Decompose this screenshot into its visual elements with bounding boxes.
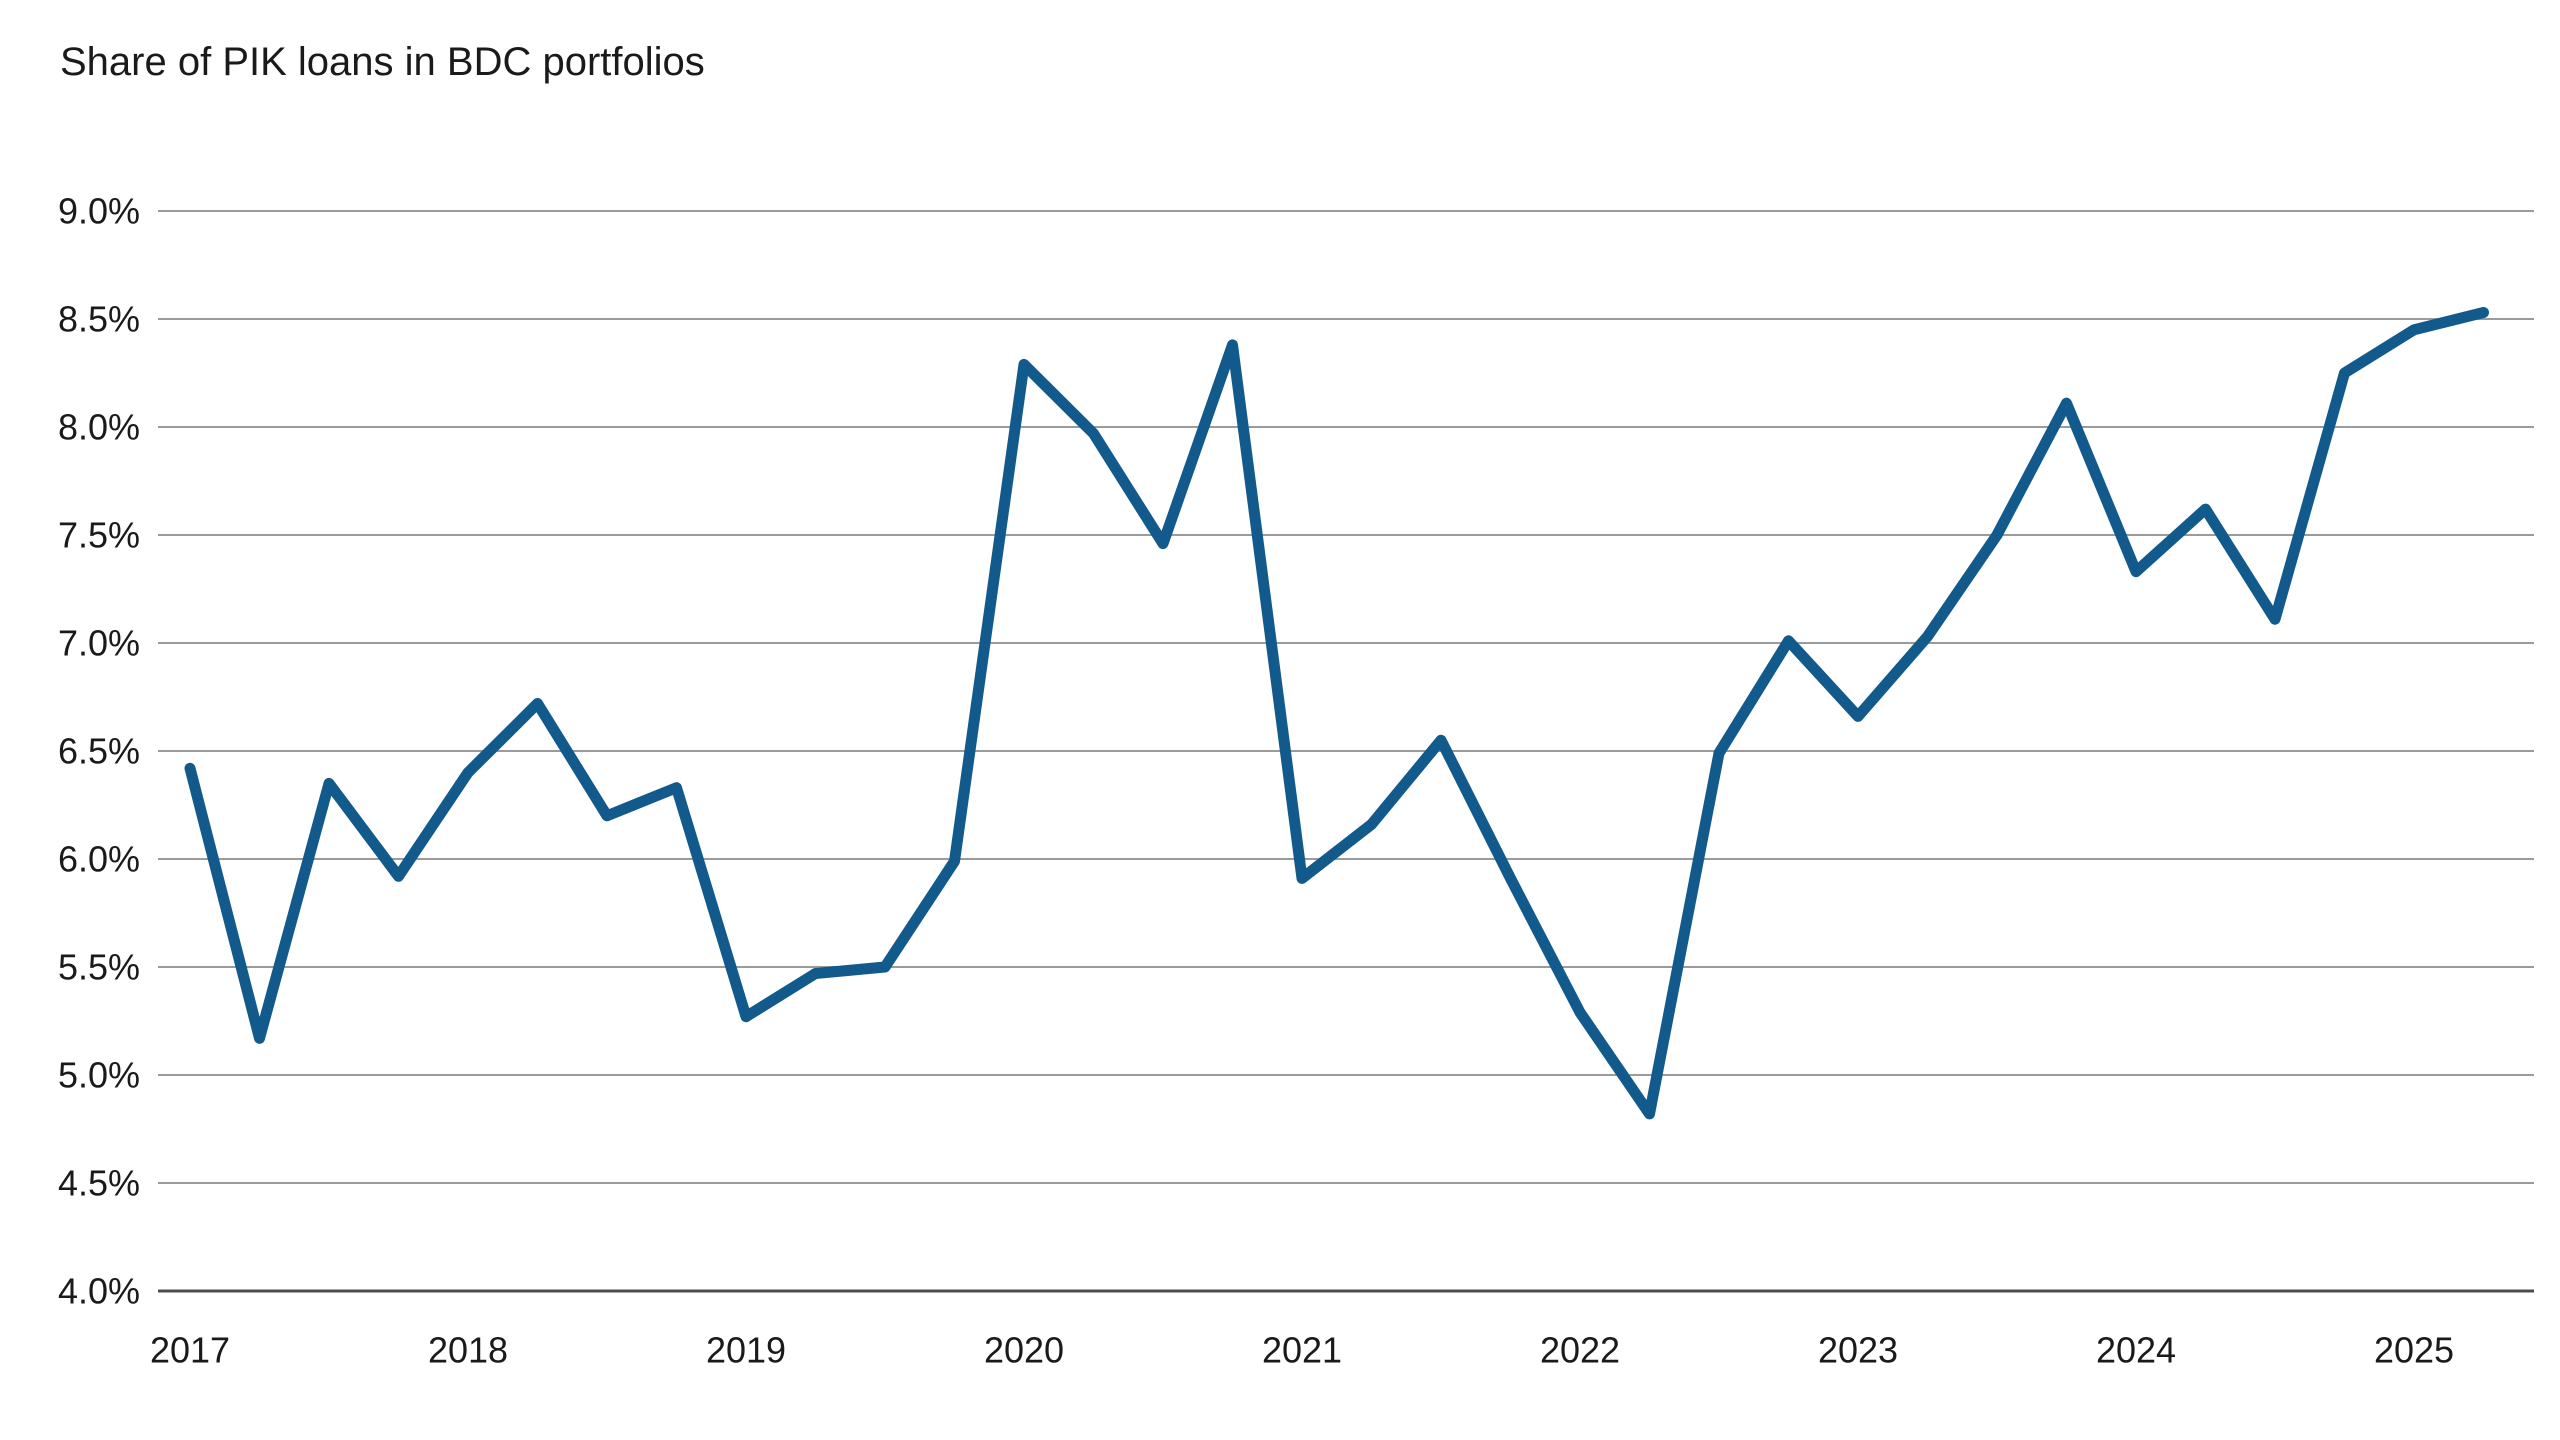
pik-share-line [184, 307, 2489, 1120]
y-axis-label: 7.5% [58, 515, 140, 556]
y-axis-label: 8.0% [58, 407, 140, 448]
x-axis-label: 2018 [428, 1330, 508, 1371]
chart-title: Share of PIK loans in BDC portfolios [60, 40, 705, 84]
y-axis-label: 4.0% [58, 1271, 140, 1312]
y-axis-label: 8.5% [58, 299, 140, 340]
y-axis-label: 5.5% [58, 947, 140, 988]
x-axis-label: 2021 [1262, 1330, 1342, 1371]
y-axis-label: 9.0% [58, 191, 140, 232]
x-axis-label: 2025 [2374, 1330, 2454, 1371]
x-axis-label: 2019 [706, 1330, 786, 1371]
x-axis-label: 2017 [150, 1330, 230, 1371]
y-axis-label: 4.5% [58, 1163, 140, 1204]
y-axis-label: 6.5% [58, 731, 140, 772]
y-axis-label: 6.0% [58, 839, 140, 880]
x-axis-label: 2022 [1540, 1330, 1620, 1371]
y-axis-label: 7.0% [58, 623, 140, 664]
y-axis-label: 5.0% [58, 1055, 140, 1096]
x-axis-label: 2023 [1818, 1330, 1898, 1371]
x-axis-label: 2024 [2096, 1330, 2176, 1371]
x-axis-label: 2020 [984, 1330, 1064, 1371]
